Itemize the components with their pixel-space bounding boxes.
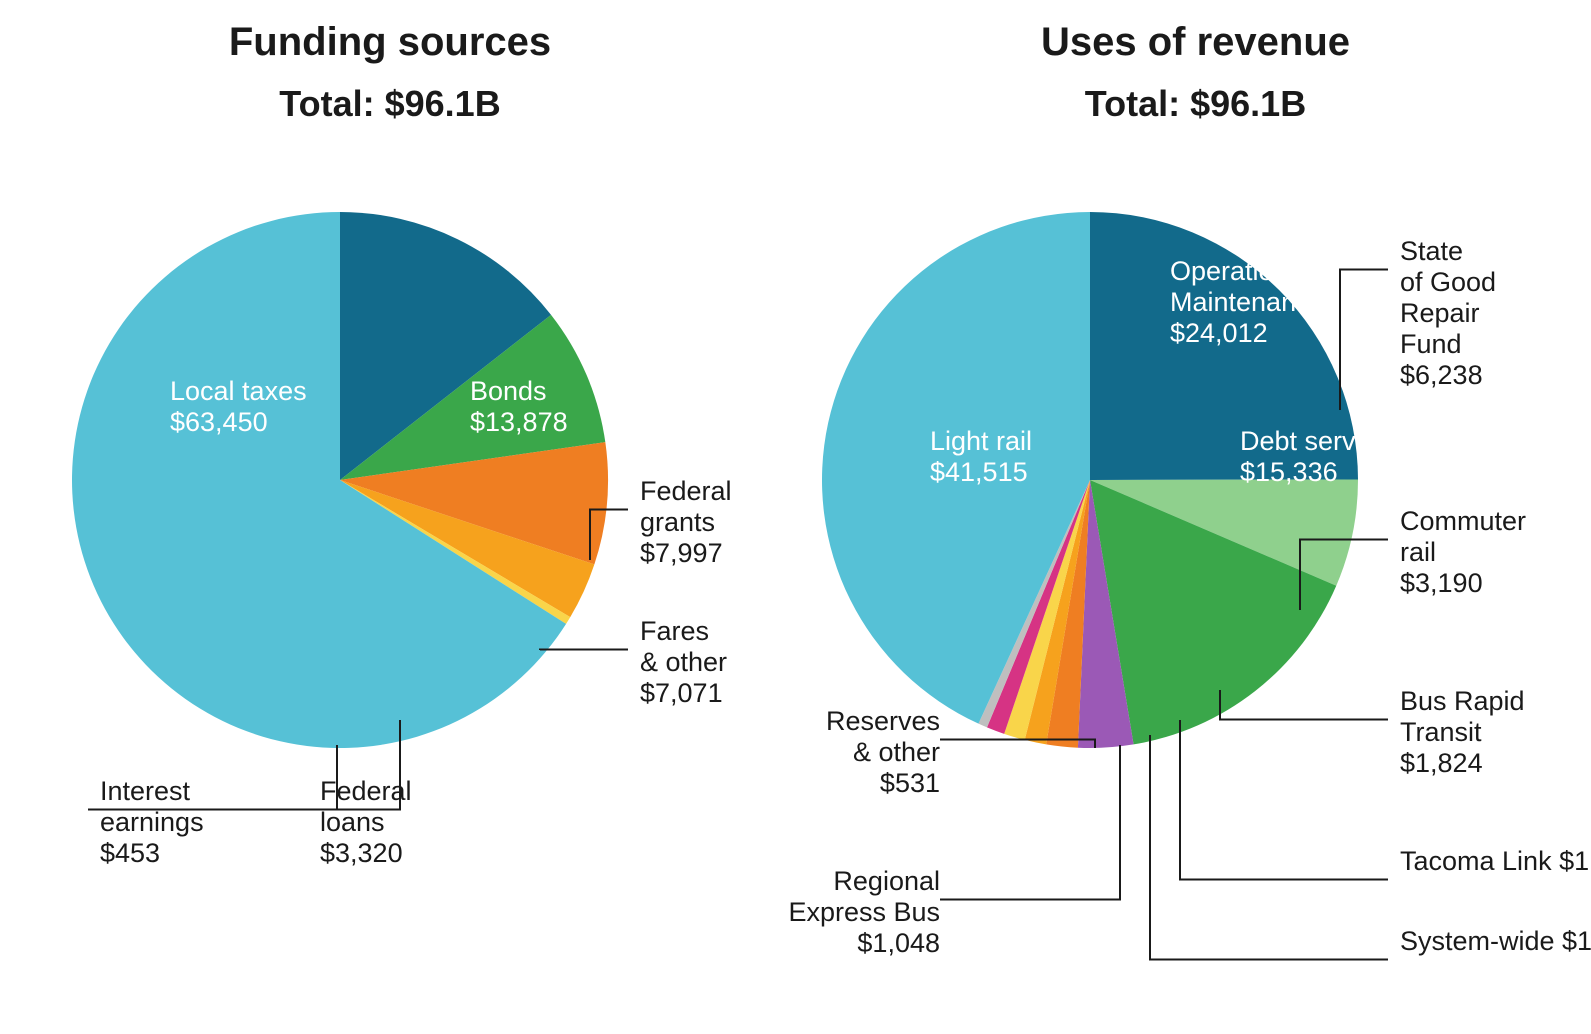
leader-tacoma	[1180, 720, 1388, 879]
funding-title: Funding sources	[0, 20, 780, 65]
page: Funding sources Total: $96.1B Bonds$13,8…	[0, 0, 1591, 1034]
uses-of-revenue-panel: Uses of revenue Total: $96.1B Operations…	[800, 0, 1591, 1034]
ext-label-brt: Bus RapidTransit$1,824	[1400, 686, 1525, 778]
uses-subtitle: Total: $96.1B	[800, 83, 1591, 125]
leader-sogr	[1340, 269, 1388, 410]
uses-title: Uses of revenue	[800, 20, 1591, 65]
leader-fares_other	[540, 649, 628, 650]
ext-label-fares_other: Fares& other$7,071	[640, 616, 727, 708]
ext-label-sogr: Stateof GoodRepairFund$6,238	[1400, 236, 1496, 390]
leader-systemwide	[1150, 735, 1388, 959]
ext-label-regional: RegionalExpress Bus$1,048	[788, 866, 940, 958]
ext-label-federal_loans: Federalloans$3,320	[320, 776, 412, 868]
ext-label-reserves: Reserves& other$531	[826, 706, 940, 798]
slice-label-lightrail: Light rail$41,515	[930, 426, 1032, 487]
funding-subtitle: Total: $96.1B	[0, 83, 780, 125]
ext-label-systemwide: System-wide $1,225	[1400, 926, 1591, 956]
uses-pie-chart: Operations &Maintenance$24,012Stateof Go…	[800, 0, 1591, 1034]
funding-sources-panel: Funding sources Total: $96.1B Bonds$13,8…	[0, 0, 780, 1034]
pie-wedges	[72, 212, 608, 748]
slice-label-debt: Debt service$15,336	[1240, 426, 1390, 487]
ext-label-interest: Interestearnings$453	[100, 776, 204, 868]
leader-regional	[940, 745, 1120, 899]
uses-titles: Uses of revenue Total: $96.1B	[800, 20, 1591, 125]
ext-label-tacoma: Tacoma Link $1,251	[1400, 846, 1591, 876]
ext-label-federal_grants: Federalgrants$7,997	[640, 476, 732, 568]
funding-pie-chart: Bonds$13,878Federalgrants$7,997Fares& ot…	[0, 0, 780, 1034]
funding-titles: Funding sources Total: $96.1B	[0, 20, 780, 125]
ext-label-commuter: Commuterrail$3,190	[1400, 506, 1526, 598]
